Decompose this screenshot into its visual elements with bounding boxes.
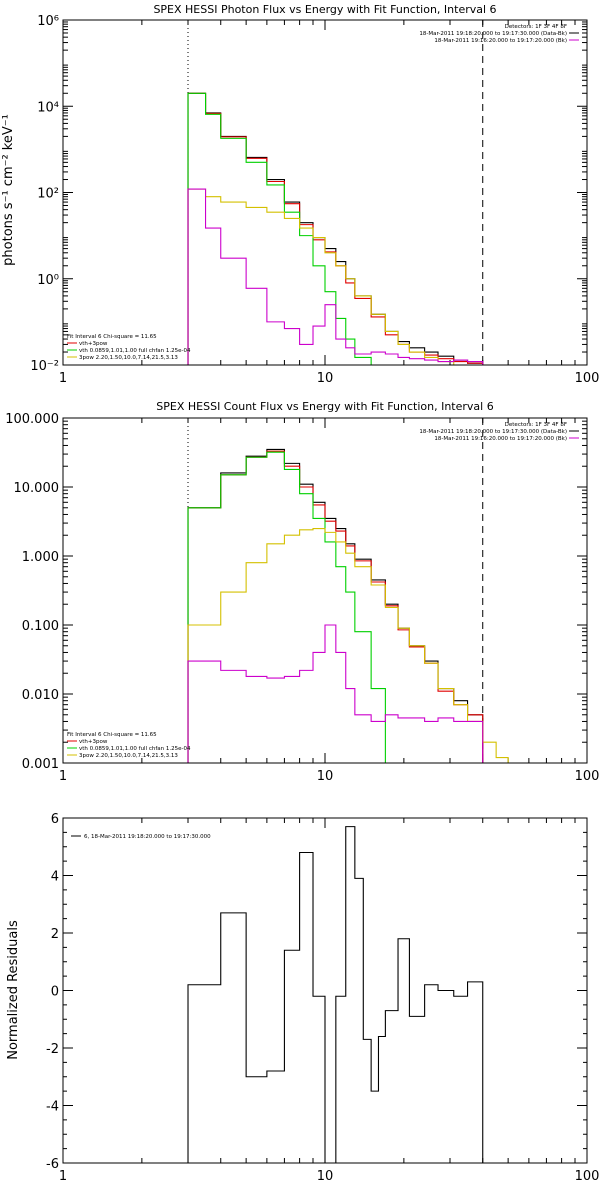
x-tick-label: 1: [59, 1169, 67, 1184]
photon-flux-chart: SPEX HESSI Photon Flux vs Energy with Fi…: [1, 3, 599, 386]
series-group: [187, 448, 509, 763]
y-tick-label: 1.000: [22, 550, 59, 565]
residuals-chart: Normalized Residuals 1 10 100 -6 -4 -2 0 2 4 6 6, …: [6, 812, 599, 1184]
legend-entry-label: 18-Mar-2011 19:18:20.000 to 19:17:30.000…: [419, 429, 567, 435]
y-tick-label: 0.100: [22, 619, 59, 634]
y-tick-label: 4: [51, 870, 59, 885]
series-line: [187, 826, 484, 1163]
y-tick-label: 10⁶: [37, 14, 59, 29]
chart-title: SPEX HESSI Count Flux vs Energy with Fit…: [156, 400, 493, 413]
legend-entry-label: Detectors: 1F 3F 4F 8F: [505, 422, 567, 428]
x-tick-label: 10: [317, 371, 334, 386]
plot-frame: [62, 19, 588, 366]
y-tick-label: 6: [51, 812, 59, 827]
y-tick-label: 100.000: [5, 412, 59, 427]
x-tick-label: 10: [317, 1169, 334, 1184]
series-line: [187, 188, 484, 365]
y-axis-label: photons s⁻¹ cm⁻² keV⁻¹: [1, 114, 16, 266]
y-tick-label: -2: [46, 1042, 59, 1057]
y-tick-label: 10.000: [14, 481, 60, 496]
x-tick-label: 10: [317, 769, 334, 784]
y-tick-label: 0.001: [22, 757, 59, 772]
count-flux-chart: SPEX HESSI Count Flux vs Energy with Fit…: [5, 400, 599, 784]
legend-entry-label: Fit Interval 6 Chi-square = 11.65: [67, 732, 157, 738]
y-tick-label: 0.010: [22, 688, 59, 703]
legend-entry-label: Fit Interval 6 Chi-square = 11.65: [67, 334, 157, 340]
legend-entry-label: vth 0.0859,1.01,1.00 full chfan 1.25e-04: [79, 746, 191, 752]
legend-entry-label: Detectors: 1F 3F 4F 8F: [505, 24, 567, 30]
series-group: [187, 826, 484, 1163]
legend-entry-label: 6, 18-Mar-2011 19:18:20.000 to 19:17:30.…: [84, 834, 211, 840]
x-tick-label: 100: [575, 1169, 600, 1184]
y-tick-label: -4: [46, 1100, 59, 1115]
x-tick-label: 100: [575, 769, 600, 784]
series-line: [187, 624, 484, 763]
series-line: [187, 451, 386, 763]
legend-entry-label: 3pow 2.20,1.50,10.0,7.14,21.5,3.13: [79, 753, 178, 759]
legend-entry-label: vth+3pow: [79, 341, 108, 347]
legend-entry-label: 18-Mar-2011 19:16:20.000 to 19:17:20.000…: [434, 436, 567, 442]
y-tick-label: 10⁴: [37, 100, 59, 115]
x-tick-label: 1: [59, 371, 67, 386]
y-axis-label: Normalized Residuals: [6, 920, 21, 1060]
y-tick-label: 10⁰: [37, 273, 59, 288]
legend-entry-label: vth 0.0859,1.01,1.00 full chfan 1.25e-04: [79, 348, 191, 354]
x-tick-label: 1: [59, 769, 67, 784]
plot-frame: [62, 817, 588, 1164]
chart-title: SPEX HESSI Photon Flux vs Energy with Fi…: [153, 3, 496, 16]
y-tick-label: 10²: [37, 187, 59, 202]
series-line: [187, 527, 509, 763]
y-tick-label: 0: [51, 985, 59, 1000]
y-tick-label: -6: [46, 1157, 59, 1172]
legend-entry-label: 18-Mar-2011 19:18:20.000 to 19:17:30.000…: [419, 31, 567, 37]
legend-entry-label: 3pow 2.20,1.50,10.0,7.14,21.5,3.13: [79, 355, 178, 361]
x-tick-label: 100: [575, 371, 600, 386]
series-group: [187, 92, 484, 365]
y-tick-label: 2: [51, 927, 59, 942]
legend-entry-label: 18-Mar-2011 19:16:20.000 to 19:17:20.000…: [434, 38, 567, 44]
y-tick-label: 10⁻²: [30, 359, 59, 374]
legend-entry-label: vth+3pow: [79, 739, 108, 745]
plot-frame: [62, 417, 588, 764]
